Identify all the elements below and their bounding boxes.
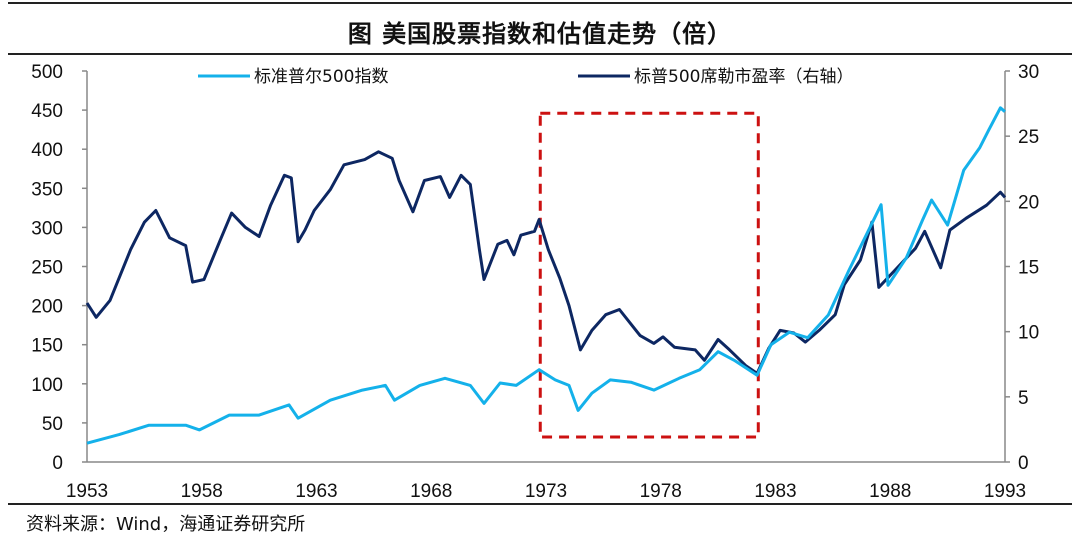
left-tick-label: 400 (31, 140, 63, 161)
left-tick-label: 250 (31, 258, 63, 279)
title-rule (8, 53, 1072, 55)
left-tick-label: 150 (31, 336, 63, 357)
left-tick-label: 300 (31, 218, 63, 239)
series-line-cape (85, 150, 1007, 375)
left-tick-label: 350 (31, 179, 63, 200)
right-tick-label: 15 (1018, 258, 1039, 279)
top-rule (8, 2, 1072, 4)
right-tick-label: 0 (1018, 453, 1029, 474)
right-tick-label: 30 (1018, 62, 1039, 83)
source-rule (8, 503, 1072, 505)
x-tick-label: 1963 (295, 481, 337, 502)
legend-label-cape: 标普500席勒市盈率（右轴） (634, 67, 853, 87)
x-tick-label: 1993 (984, 481, 1026, 502)
x-tick-label: 1988 (869, 481, 911, 502)
source-note: 资料来源：Wind，海通证券研究所 (26, 514, 306, 535)
chart-title: 图 美国股票指数和估值走势（倍） (347, 20, 733, 48)
x-tick-label: 1983 (754, 481, 796, 502)
left-tick-label: 0 (52, 453, 63, 474)
highlight-box (538, 111, 760, 439)
series-line-sp500 (86, 106, 1006, 445)
left-tick-label: 200 (31, 297, 63, 318)
right-tick-label: 5 (1018, 388, 1029, 409)
x-tick-label: 1968 (410, 481, 452, 502)
legend-label-sp500: 标准普尔500指数 (254, 67, 388, 87)
right-tick-label: 25 (1018, 127, 1039, 148)
right-tick-label: 10 (1018, 323, 1039, 344)
x-tick-label: 1953 (66, 481, 108, 502)
x-tick-label: 1978 (640, 481, 682, 502)
left-tick-label: 450 (31, 101, 63, 122)
legend: 标准普尔500指数 标普500席勒市盈率（右轴） (198, 67, 853, 87)
right-tick-label: 20 (1018, 192, 1039, 213)
axes: 0 50 100 150 200 250 300 350 400 450 500 0 5 10 15 20 25… (31, 62, 1039, 502)
left-tick-label: 50 (42, 414, 63, 435)
series-lines (85, 106, 1007, 445)
x-tick-label: 1958 (181, 481, 223, 502)
left-tick-label: 100 (31, 375, 63, 396)
left-tick-label: 500 (31, 62, 63, 83)
x-tick-label: 1973 (525, 481, 567, 502)
